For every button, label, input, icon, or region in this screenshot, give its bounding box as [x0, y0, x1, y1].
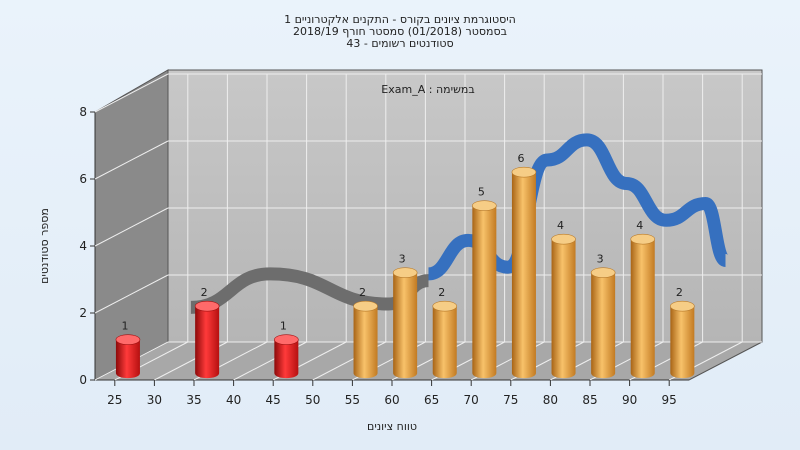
bar-top: [432, 300, 458, 312]
chart-title: היסטוגרמת ציונים בקורס - התקנים אלקטרוני…: [284, 13, 516, 50]
bar-25: 1: [115, 320, 141, 379]
bar-35: 2: [194, 286, 220, 379]
x-tick-label: 35: [186, 393, 201, 407]
bar-55: 2: [353, 286, 378, 379]
y-tick-label: 6: [79, 172, 87, 186]
bar-value-label: 5: [478, 186, 485, 199]
y-gridline: [94, 140, 169, 180]
bar-value-label: 2: [359, 286, 366, 299]
title-line-3: סטודנטים רשומים - 43: [346, 37, 453, 50]
bar-value-label: 3: [399, 253, 406, 266]
bar-top: [670, 300, 695, 312]
x-tick-label: 90: [622, 393, 637, 407]
x-tick-label: 75: [503, 393, 518, 407]
bar-85: 3: [590, 253, 616, 379]
bar-body: [511, 172, 536, 379]
bar-top: [115, 334, 141, 345]
x-tick-label: 50: [305, 393, 320, 407]
x-tick-label: 95: [662, 393, 677, 407]
title-line-2: בסמסטר (01/2018) סמסטר חורף 2018/19: [293, 25, 507, 38]
bars: 1 2 1 2 3 2 5 6 4 3 4 2: [115, 152, 695, 379]
bar-70: 5: [472, 186, 497, 379]
y-gridline: [94, 207, 169, 247]
side-wall: [94, 69, 169, 381]
x-tick-label: 45: [266, 393, 281, 407]
bar-body: [432, 306, 457, 379]
x-axis-title: טווח ציונים: [367, 420, 417, 433]
title-line-1: היסטוגרמת ציונים בקורס - התקנים אלקטרוני…: [284, 13, 516, 26]
bar-top: [511, 166, 537, 178]
bar-body: [591, 272, 616, 379]
y-axis-title: מספר סטודנטים: [38, 208, 51, 284]
bar-80: 4: [551, 219, 576, 379]
bar-body: [274, 339, 299, 379]
x-tick-label: 85: [582, 393, 597, 407]
bar-value-label: 1: [121, 320, 128, 333]
x-tick-label: 55: [345, 393, 360, 407]
bar-body: [115, 339, 140, 379]
bar-value-label: 2: [438, 286, 445, 299]
bar-value-label: 2: [676, 286, 683, 299]
bar-top: [194, 300, 220, 312]
x-tick-label: 70: [464, 393, 479, 407]
y-tick-label: 8: [79, 105, 87, 119]
bar-body: [195, 306, 220, 379]
bar-95: 2: [670, 286, 695, 379]
bar-top: [274, 334, 299, 345]
bar-value-label: 4: [636, 219, 643, 232]
bar-value-label: 2: [201, 286, 208, 299]
bar-top: [630, 233, 656, 245]
x-tick-label: 65: [424, 393, 439, 407]
y-tick-label: 2: [79, 306, 87, 320]
bar-body: [393, 272, 418, 379]
bar-value-label: 1: [280, 320, 287, 333]
x-tick-label: 40: [226, 393, 241, 407]
bar-75: 6: [511, 152, 537, 379]
x-tick-label: 80: [543, 393, 558, 407]
bar-value-label: 3: [597, 253, 604, 266]
x-tick-label: 30: [147, 393, 162, 407]
bar-top: [392, 267, 418, 278]
x-tick-label: 60: [384, 393, 399, 407]
bar-body: [472, 205, 497, 379]
bar-body: [353, 306, 378, 379]
bar-value-label: 4: [557, 219, 564, 232]
bar-body: [630, 239, 655, 379]
y-gridline: [94, 73, 169, 113]
bar-top: [590, 267, 616, 278]
bar-65: 2: [432, 286, 458, 379]
bar-45: 1: [274, 320, 299, 379]
bar-top: [353, 300, 378, 312]
bar-60: 3: [392, 253, 418, 379]
y-tick-label: 4: [79, 239, 87, 253]
bar-value-label: 6: [517, 152, 524, 165]
bar-body: [551, 239, 576, 379]
x-tick-label: 25: [107, 393, 122, 407]
annotation-label: במשימה : Exam_A: [381, 83, 474, 96]
bar-top: [551, 233, 576, 245]
y-tick-label: 0: [79, 373, 87, 387]
bar-90: 4: [630, 219, 656, 379]
y-gridline: [94, 274, 169, 314]
bar-body: [670, 306, 695, 379]
bar-top: [472, 200, 497, 211]
